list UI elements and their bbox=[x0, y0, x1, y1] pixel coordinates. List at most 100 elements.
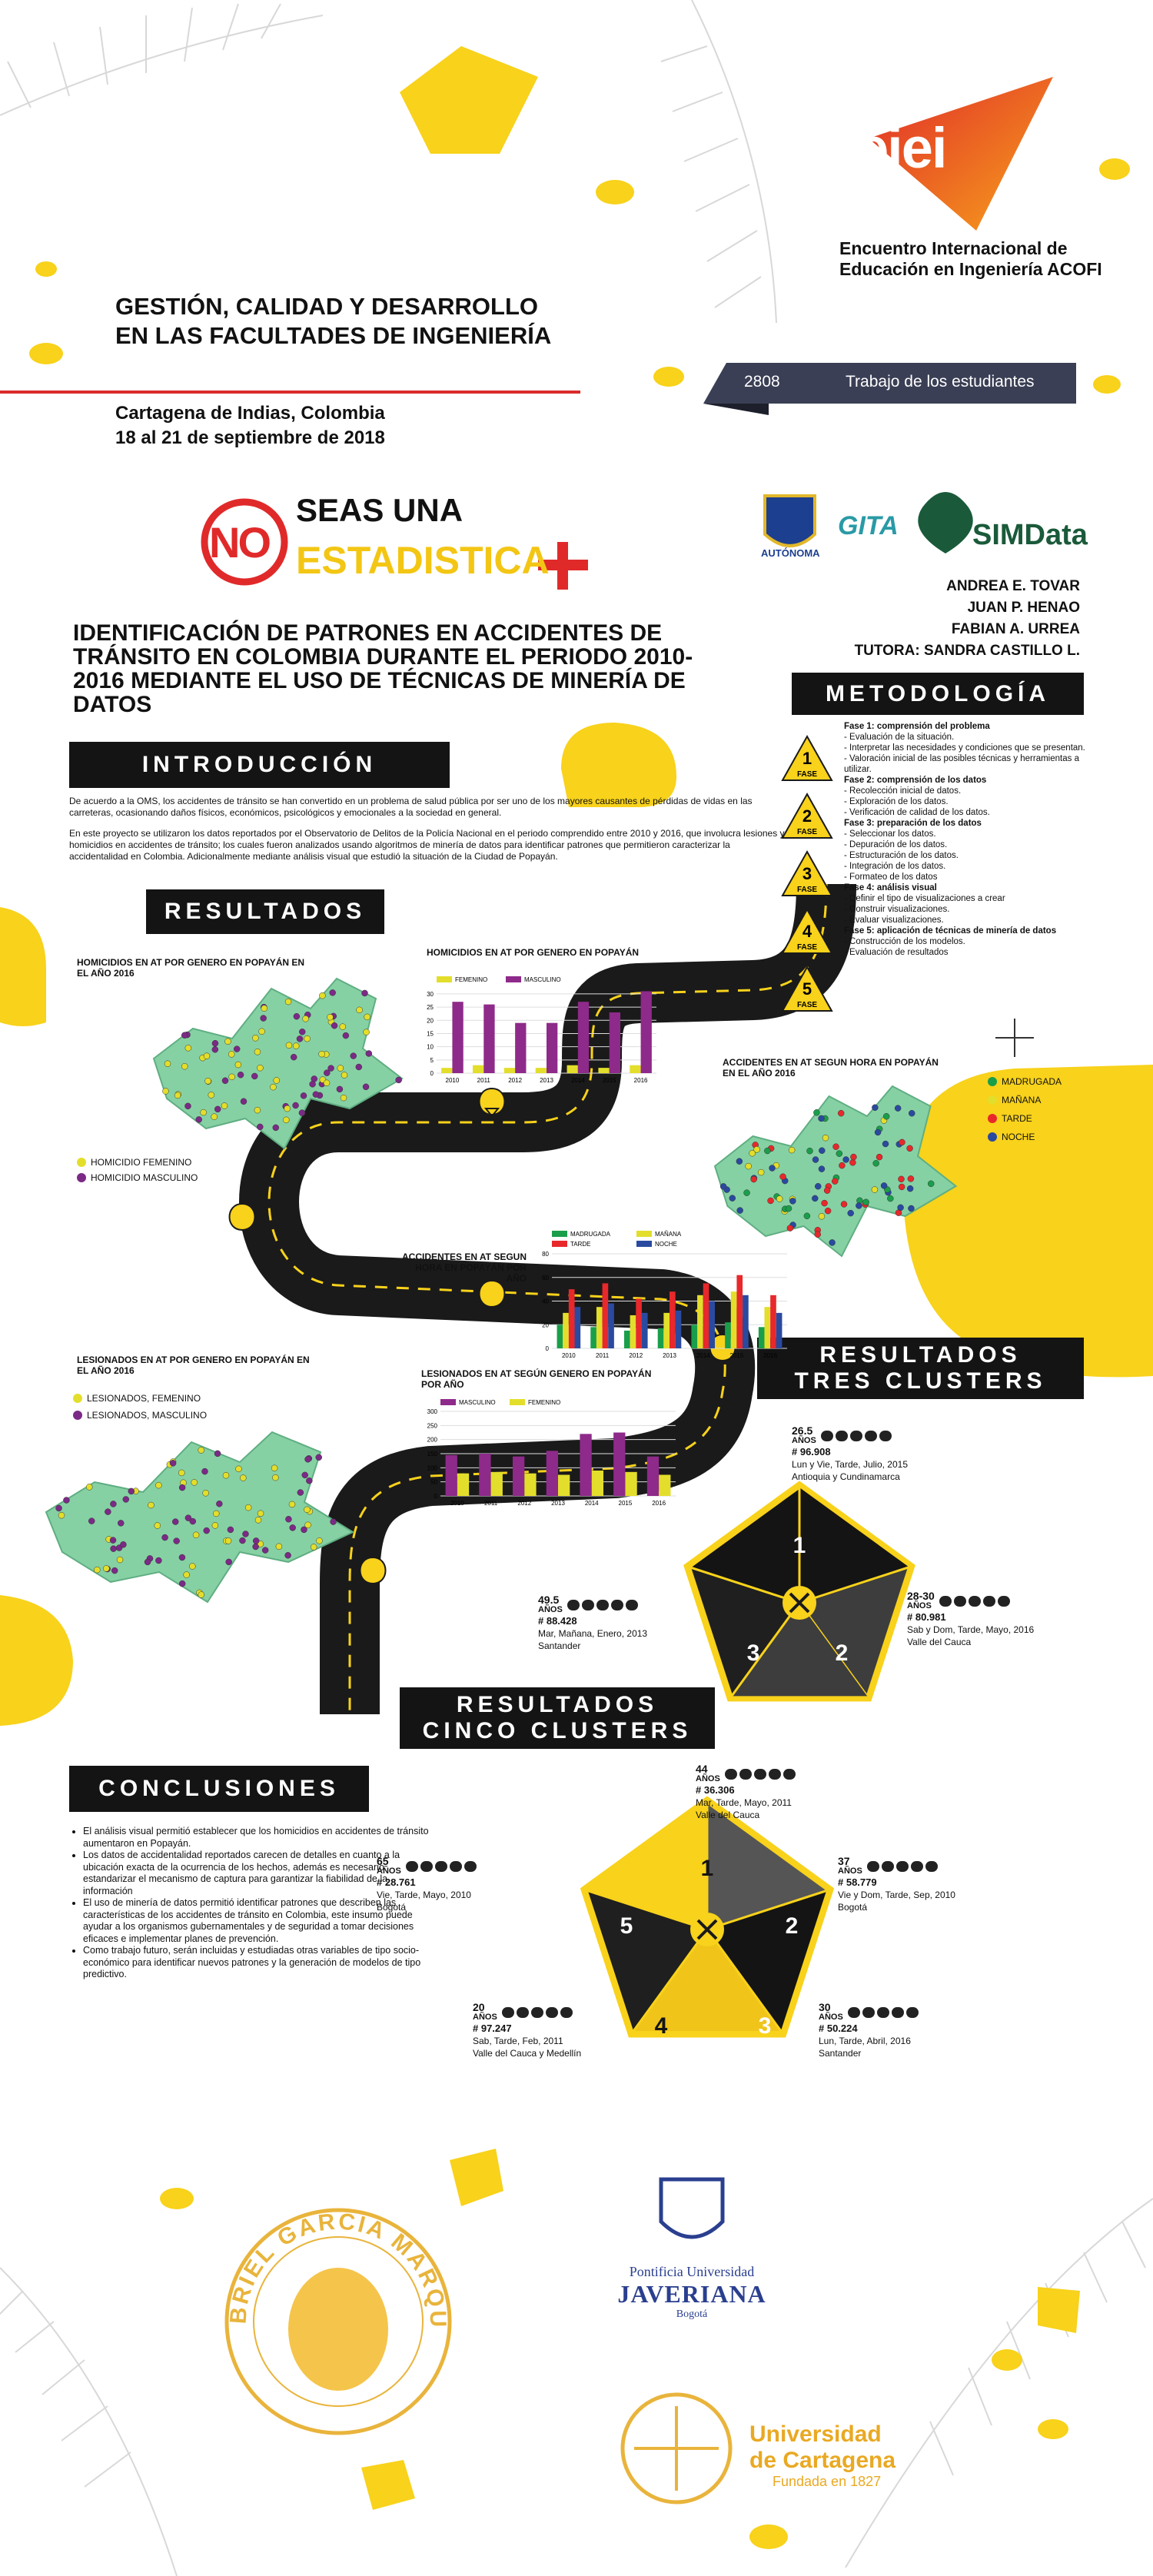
ggm-ring-inner bbox=[253, 2236, 424, 2407]
map-point bbox=[178, 1484, 186, 1491]
map-point bbox=[254, 1049, 261, 1055]
eiei-logo-text: eiei bbox=[857, 116, 947, 180]
cluster-age-row: 26.5 AÑOS bbox=[792, 1425, 908, 1446]
x-tick-label: 2013 bbox=[663, 1352, 676, 1359]
map-point bbox=[224, 1038, 231, 1045]
author: ANDREA E. TOVAR bbox=[946, 578, 1080, 594]
bar bbox=[770, 1295, 776, 1348]
bar bbox=[736, 1275, 743, 1348]
map-point bbox=[221, 1102, 228, 1109]
bar bbox=[596, 1307, 603, 1348]
cartagena-line: de Cartagena bbox=[749, 2448, 896, 2473]
map-point bbox=[304, 1456, 311, 1463]
phase-title: Fase 5: aplicación de técnicas de minerí… bbox=[844, 926, 1057, 936]
ggm-ring bbox=[224, 2208, 452, 2435]
bar bbox=[636, 1298, 642, 1348]
map-point bbox=[736, 1207, 743, 1214]
map-point bbox=[103, 1565, 110, 1572]
map-point bbox=[201, 1467, 208, 1475]
map-point bbox=[296, 1035, 304, 1042]
cluster-time: Vie, Tarde, Mayo, 2010 bbox=[377, 1890, 471, 1900]
phase-label: FASE bbox=[797, 1001, 817, 1009]
map-point bbox=[285, 1042, 293, 1049]
bar bbox=[709, 1301, 716, 1348]
bar bbox=[657, 1328, 664, 1348]
x-tick-label: 2015 bbox=[730, 1352, 744, 1359]
legend-swatch bbox=[636, 1231, 652, 1237]
map-point bbox=[88, 1517, 95, 1524]
map-point bbox=[356, 1006, 363, 1014]
cluster-icons bbox=[567, 1600, 638, 1610]
map-area bbox=[152, 977, 404, 1150]
phase-item: - Exploración de los datos. bbox=[844, 797, 949, 806]
map-point bbox=[183, 1571, 190, 1578]
legend-swatch bbox=[988, 1132, 997, 1142]
legend-swatch bbox=[73, 1394, 82, 1403]
map-point bbox=[128, 1487, 135, 1495]
map-point bbox=[907, 1175, 915, 1182]
map-point bbox=[225, 1558, 232, 1566]
map-point bbox=[327, 1013, 334, 1021]
map-point bbox=[847, 1209, 854, 1217]
cluster-age-unit: AÑOS bbox=[696, 1774, 720, 1783]
bar bbox=[609, 1012, 621, 1073]
legend-label: MAÑANA bbox=[655, 1231, 682, 1238]
segment-label: 2 bbox=[836, 1640, 849, 1666]
x-tick-label: 2012 bbox=[517, 1500, 531, 1507]
javeriana-line: JAVERIANA bbox=[617, 2280, 766, 2308]
map-point bbox=[840, 1201, 848, 1208]
phase-badge bbox=[781, 907, 833, 954]
map-point bbox=[288, 1501, 296, 1508]
cluster-age-row: 44 AÑOS bbox=[696, 1763, 796, 1784]
map-point bbox=[856, 1202, 862, 1209]
plus-sign bbox=[538, 542, 588, 590]
map-point bbox=[284, 1105, 291, 1112]
cluster-icon bbox=[849, 1431, 862, 1441]
map-point bbox=[198, 1591, 205, 1598]
author: JUAN P. HENAO bbox=[967, 600, 1080, 616]
cluster-item: 30 AÑOS # 50.224 Lun, Tarde, Abril, 2016 San… bbox=[819, 2001, 919, 2059]
intro-paragraph: De acuerdo a la OMS, los accidentes de t… bbox=[69, 796, 753, 818]
legend-swatch bbox=[77, 1158, 86, 1167]
map-point bbox=[257, 1064, 264, 1072]
map-point bbox=[191, 1479, 198, 1486]
paper-title: IDENTIFICACIÓN DE PATRONES EN ACCIDENTES… bbox=[73, 620, 693, 717]
conclusions-text: El análisis visual permitió establecer q… bbox=[69, 1826, 438, 1981]
cluster-age-unit: AÑOS bbox=[819, 2013, 843, 2022]
bar bbox=[441, 1068, 453, 1073]
map-point bbox=[355, 1063, 363, 1071]
map-point bbox=[789, 1198, 796, 1205]
conclusion-item: Los datos de accidentalidad reportados c… bbox=[83, 1850, 438, 1897]
map-point bbox=[876, 1153, 883, 1161]
map-point bbox=[111, 1567, 118, 1574]
map-point bbox=[55, 1504, 62, 1512]
cluster-item: 65 AÑOS # 28.761 Vie, Tarde, Mayo, 2010 Bogo… bbox=[377, 1856, 477, 1913]
map-point bbox=[252, 1035, 259, 1042]
map-point bbox=[327, 1065, 334, 1072]
bar bbox=[743, 1295, 749, 1348]
campaign-line2: ESTADISTICA bbox=[296, 539, 550, 582]
phase-item: - Evaluación de resultados bbox=[844, 948, 949, 957]
bar bbox=[490, 1471, 503, 1496]
conclusions-list: El análisis visual permitió establecer q… bbox=[69, 1826, 438, 1981]
cluster-icon bbox=[847, 2007, 860, 2018]
phase-label: FASE bbox=[797, 886, 817, 894]
legend-label: LESIONADOS, FEMENINO bbox=[87, 1393, 201, 1404]
map-point bbox=[189, 1563, 196, 1570]
map-point bbox=[203, 1527, 210, 1534]
map-point bbox=[362, 1083, 370, 1091]
cluster-icon bbox=[768, 1769, 781, 1780]
bar bbox=[580, 1434, 592, 1496]
map-point bbox=[818, 1212, 826, 1220]
map-point bbox=[776, 1195, 783, 1202]
map-point bbox=[824, 1207, 832, 1215]
cluster-icons bbox=[724, 1769, 796, 1780]
map-point bbox=[240, 1474, 247, 1481]
cluster-age-value: 30 bbox=[819, 2001, 831, 2013]
phase-item: - Estructuración de los datos. bbox=[844, 851, 959, 860]
bar bbox=[558, 1474, 570, 1496]
map-point bbox=[198, 1447, 204, 1454]
cluster-count: # 36.306 bbox=[696, 1784, 735, 1796]
bar bbox=[535, 1068, 547, 1073]
map-point bbox=[200, 1109, 207, 1116]
